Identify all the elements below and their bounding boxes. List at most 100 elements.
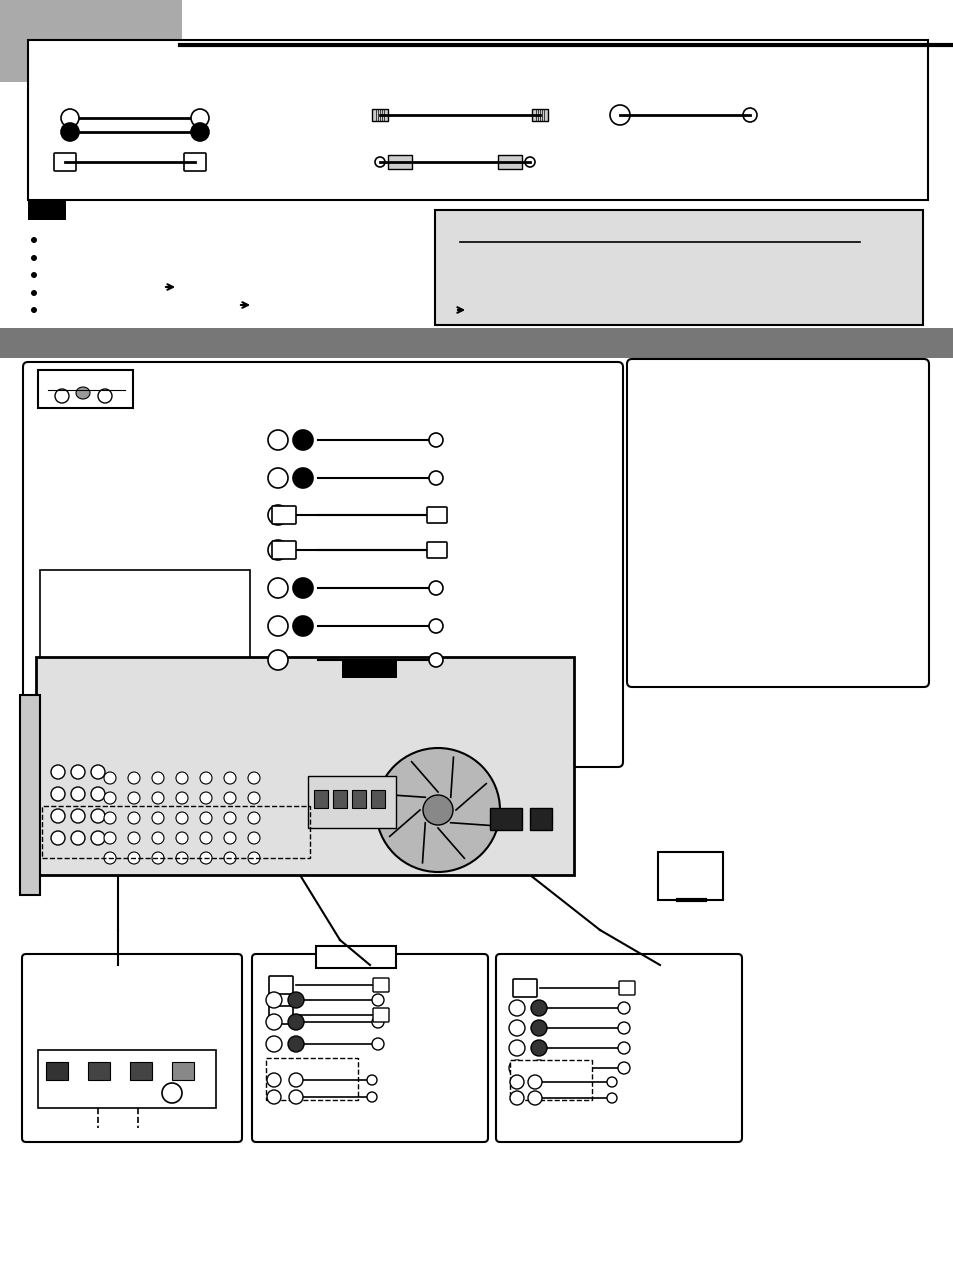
FancyBboxPatch shape	[184, 153, 206, 170]
Bar	[372, 109, 388, 121]
Circle shape	[152, 832, 164, 845]
Bar	[38, 370, 132, 408]
Circle shape	[429, 581, 442, 595]
Circle shape	[91, 809, 105, 823]
Circle shape	[152, 812, 164, 824]
Circle shape	[288, 992, 304, 1007]
Circle shape	[71, 809, 85, 823]
Circle shape	[266, 1014, 282, 1030]
Circle shape	[268, 541, 288, 560]
Circle shape	[375, 156, 385, 167]
Circle shape	[375, 748, 499, 873]
FancyBboxPatch shape	[272, 541, 295, 558]
Bar	[658, 852, 722, 901]
Bar	[52, 665, 76, 686]
FancyBboxPatch shape	[427, 542, 447, 558]
Bar	[195, 665, 220, 686]
Circle shape	[618, 1002, 629, 1014]
Bar	[0, 328, 953, 357]
Circle shape	[128, 812, 140, 824]
Bar	[100, 665, 124, 686]
Circle shape	[248, 792, 260, 804]
Circle shape	[248, 772, 260, 784]
Circle shape	[609, 106, 629, 125]
Circle shape	[429, 543, 442, 557]
Circle shape	[606, 1077, 617, 1088]
Circle shape	[224, 852, 235, 864]
Circle shape	[30, 254, 37, 261]
Bar	[371, 790, 385, 808]
Bar	[352, 790, 366, 808]
FancyBboxPatch shape	[22, 954, 242, 1142]
Bar	[20, 695, 40, 895]
Circle shape	[429, 653, 442, 667]
Circle shape	[531, 1020, 546, 1035]
Bar	[497, 155, 521, 169]
FancyBboxPatch shape	[373, 978, 389, 992]
Circle shape	[248, 852, 260, 864]
Circle shape	[51, 831, 65, 845]
Circle shape	[527, 1075, 541, 1089]
FancyBboxPatch shape	[496, 954, 741, 1142]
Circle shape	[152, 792, 164, 804]
Circle shape	[61, 109, 79, 127]
Circle shape	[224, 772, 235, 784]
Circle shape	[91, 764, 105, 778]
Bar	[46, 1062, 68, 1080]
Circle shape	[742, 108, 757, 122]
FancyBboxPatch shape	[618, 981, 635, 995]
Circle shape	[200, 852, 212, 864]
Circle shape	[51, 809, 65, 823]
Circle shape	[422, 795, 453, 826]
Circle shape	[104, 832, 116, 845]
Circle shape	[200, 792, 212, 804]
Bar	[341, 660, 396, 678]
Bar	[28, 200, 66, 220]
Circle shape	[175, 852, 188, 864]
Circle shape	[372, 1016, 384, 1028]
Circle shape	[267, 1090, 281, 1104]
Circle shape	[152, 772, 164, 784]
Circle shape	[618, 1062, 629, 1074]
Circle shape	[429, 432, 442, 446]
Circle shape	[268, 577, 288, 598]
Bar	[308, 776, 395, 828]
Circle shape	[55, 389, 69, 403]
Circle shape	[268, 505, 288, 525]
Circle shape	[200, 772, 212, 784]
Circle shape	[128, 772, 140, 784]
Circle shape	[367, 1075, 376, 1085]
Circle shape	[509, 1020, 524, 1035]
FancyBboxPatch shape	[373, 1007, 389, 1021]
Circle shape	[175, 832, 188, 845]
Circle shape	[268, 650, 288, 670]
Circle shape	[266, 992, 282, 1007]
FancyBboxPatch shape	[23, 363, 622, 767]
Circle shape	[104, 812, 116, 824]
Circle shape	[91, 787, 105, 801]
Circle shape	[288, 1035, 304, 1052]
Circle shape	[128, 792, 140, 804]
Circle shape	[288, 1014, 304, 1030]
Circle shape	[293, 616, 313, 636]
Circle shape	[268, 430, 288, 450]
Circle shape	[71, 831, 85, 845]
Circle shape	[429, 471, 442, 485]
Circle shape	[200, 832, 212, 845]
Bar	[130, 1062, 152, 1080]
Circle shape	[61, 123, 79, 141]
Circle shape	[531, 1000, 546, 1016]
Circle shape	[98, 389, 112, 403]
FancyBboxPatch shape	[54, 153, 76, 170]
Circle shape	[191, 109, 209, 127]
Circle shape	[175, 812, 188, 824]
Bar	[314, 790, 328, 808]
Circle shape	[224, 792, 235, 804]
Circle shape	[429, 508, 442, 522]
FancyBboxPatch shape	[269, 976, 293, 993]
Circle shape	[30, 290, 37, 296]
Circle shape	[367, 1091, 376, 1102]
Circle shape	[167, 692, 189, 714]
Circle shape	[372, 993, 384, 1006]
Bar	[490, 808, 521, 831]
